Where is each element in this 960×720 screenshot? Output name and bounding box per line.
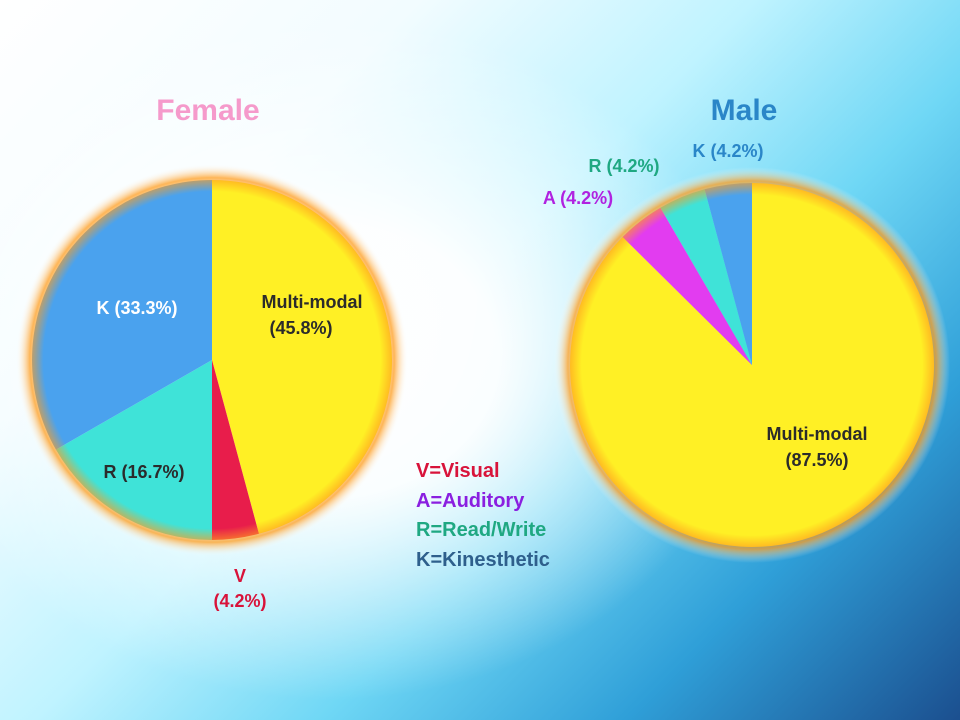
female-v-value: (4.2%) [213,591,266,611]
female-pie [16,164,408,556]
male-title: Male [711,94,778,127]
female-title: Female [156,94,259,127]
female-slices [32,180,393,540]
male-slices [570,183,935,547]
female-k-label: K (33.3%) [96,298,177,318]
female-v-name: V [234,566,246,586]
legend-kinesthetic: K=Kinesthetic [416,549,550,571]
male-a-label: A (4.2%) [543,188,613,208]
legend-visual: V=Visual [416,460,500,482]
male-pie [554,167,950,563]
legend-auditory: A=Auditory [416,490,525,512]
female-r-label: R (16.7%) [103,462,184,482]
male-multimodal-name: Multi-modal [767,424,868,444]
legend-read-write: R=Read/Write [416,519,546,541]
female-multimodal-name: Multi-modal [262,292,363,312]
legend: V=Visual A=Auditory R=Read/Write K=Kines… [416,460,550,571]
male-multimodal-value: (87.5%) [785,450,848,470]
female-multimodal-value: (45.8%) [269,318,332,338]
male-r-label: R (4.2%) [588,156,659,176]
male-k-label: K (4.2%) [692,141,763,161]
